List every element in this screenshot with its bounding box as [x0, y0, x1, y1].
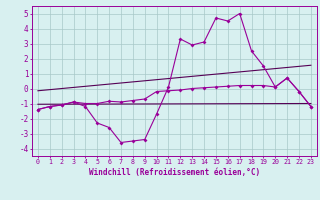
X-axis label: Windchill (Refroidissement éolien,°C): Windchill (Refroidissement éolien,°C) — [89, 168, 260, 177]
